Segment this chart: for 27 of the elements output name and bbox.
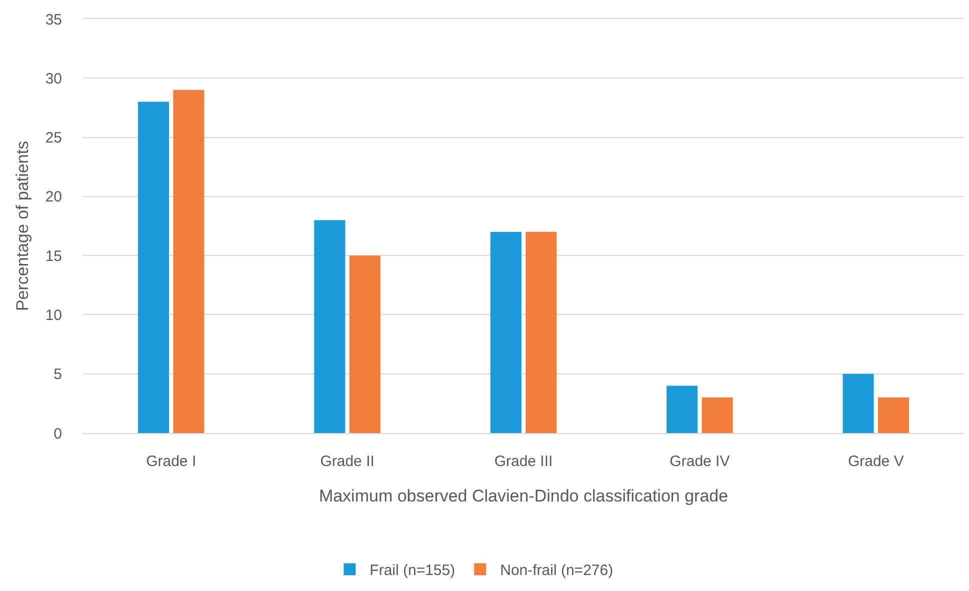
y-tick-label: 0 xyxy=(54,425,62,442)
y-tick-label: 25 xyxy=(45,130,62,147)
bar xyxy=(842,374,874,433)
bar xyxy=(490,232,522,433)
x-tick-label: Grade III xyxy=(494,453,553,470)
bar xyxy=(138,102,169,433)
x-tick-label: Grade V xyxy=(848,453,904,470)
bar xyxy=(526,232,557,433)
y-axis-title: Percentage of patients xyxy=(12,140,32,312)
y-tick-label: 20 xyxy=(45,188,62,206)
bar xyxy=(349,256,380,433)
bar xyxy=(314,220,346,433)
y-tick-label: 35 xyxy=(45,11,62,28)
x-axis-title: Maximum observed Clavien-Dindo classification grade xyxy=(318,486,728,506)
x-tick-label: Grade I xyxy=(146,453,196,470)
x-tick-label: Grade IV xyxy=(670,453,730,470)
y-tick-label: 10 xyxy=(45,306,62,324)
legend-label: Frail (n=155) xyxy=(370,562,456,580)
y-tick-label: 5 xyxy=(54,366,62,384)
y-tick-label: 30 xyxy=(45,70,62,88)
bar xyxy=(666,386,698,433)
legend-label: Non-frail (n=276) xyxy=(500,562,614,580)
bar xyxy=(173,90,204,433)
bar xyxy=(878,398,910,433)
bar xyxy=(702,398,733,433)
y-tick-label: 15 xyxy=(45,248,62,265)
x-tick-label: Grade II xyxy=(320,453,374,470)
